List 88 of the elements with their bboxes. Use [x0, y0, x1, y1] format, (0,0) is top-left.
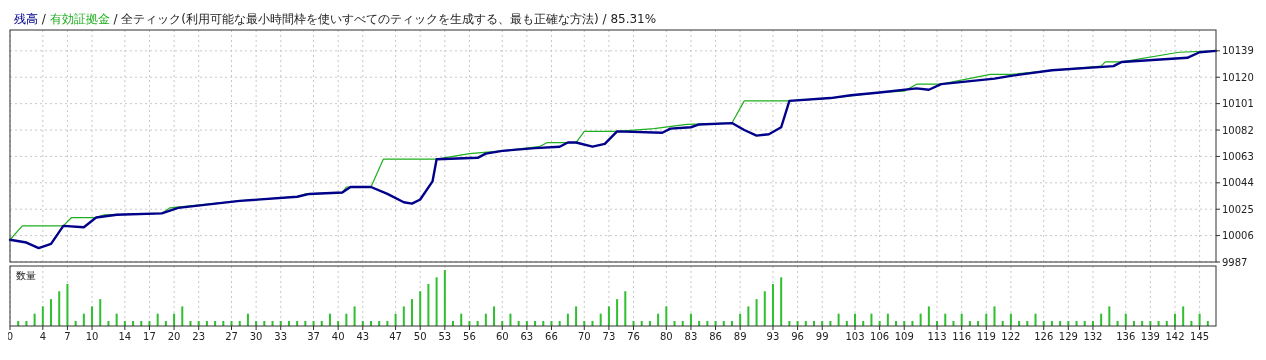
- x-tick-label: 145: [1190, 331, 1210, 342]
- bar: [99, 299, 102, 326]
- x-tick-label: 132: [1083, 331, 1103, 342]
- x-tick-label: 99: [815, 331, 829, 342]
- text: /: [38, 12, 50, 26]
- y-axis-title: 数量: [16, 270, 36, 281]
- x-tick-label: 93: [766, 331, 780, 342]
- x-tick-label: 60: [495, 331, 509, 342]
- x-tick-label: 129: [1058, 331, 1078, 342]
- x-tick-label: 116: [952, 331, 972, 342]
- bar: [616, 299, 619, 326]
- bar: [435, 277, 438, 326]
- bar: [402, 306, 405, 326]
- x-tick-label: 139: [1140, 331, 1160, 342]
- y-tick-label: 10120: [1222, 71, 1254, 83]
- bar: [41, 306, 44, 326]
- x-tick-label: 113: [927, 331, 947, 342]
- x-tick-label: 119: [976, 331, 996, 342]
- x-tick-label: 40: [331, 331, 345, 342]
- x-tick-label: 0: [6, 331, 14, 342]
- x-tick-label: 89: [733, 331, 747, 342]
- bar: [427, 284, 430, 326]
- y-tick-label: 10082: [1222, 124, 1254, 136]
- bar: [1182, 306, 1185, 326]
- bar: [624, 291, 627, 326]
- bar: [443, 270, 446, 326]
- x-tick-label: 136: [1116, 331, 1136, 342]
- x-tick-label: 142: [1165, 331, 1185, 342]
- bar: [50, 299, 53, 326]
- y-tick-label: 10063: [1222, 150, 1254, 162]
- x-tick-label: 70: [577, 331, 591, 342]
- x-tick-label: 73: [602, 331, 616, 342]
- bar: [181, 306, 184, 326]
- x-tick-label: 80: [659, 331, 673, 342]
- x-tick-label: 66: [545, 331, 558, 342]
- bar: [1108, 306, 1111, 326]
- bar: [993, 306, 996, 326]
- x-tick-label: 50: [413, 331, 427, 342]
- x-tick-label: 53: [438, 331, 452, 342]
- bar: [763, 291, 766, 326]
- bar: [91, 306, 94, 326]
- x-tick-label: 37: [307, 331, 320, 342]
- x-tick-label: 10: [85, 331, 99, 342]
- x-tick-label: 109: [894, 331, 914, 342]
- x-tick-label: 76: [627, 331, 640, 342]
- bar: [58, 291, 61, 326]
- x-tick-label: 30: [249, 331, 263, 342]
- text: 有効証拠金: [49, 12, 110, 26]
- y-tick-label: 10006: [1222, 230, 1254, 242]
- text: 残高: [14, 12, 38, 26]
- bar: [419, 291, 422, 326]
- bar: [493, 306, 496, 326]
- x-tick-label: 4: [39, 331, 46, 342]
- bar: [927, 306, 930, 326]
- x-tick-label: 96: [791, 331, 804, 342]
- bar: [780, 277, 783, 326]
- bar: [771, 284, 774, 326]
- bar: [747, 306, 750, 326]
- x-tick-label: 43: [356, 331, 370, 342]
- x-tick-label: 106: [870, 331, 890, 342]
- x-tick-label: 17: [143, 331, 156, 342]
- x-tick-label: 63: [520, 331, 534, 342]
- x-tick-label: 14: [118, 331, 132, 342]
- x-tick-label: 126: [1034, 331, 1054, 342]
- x-tick-label: 122: [1001, 331, 1021, 342]
- x-tick-label: 23: [192, 331, 206, 342]
- x-tick-label: 47: [389, 331, 402, 342]
- y-tick-label: 10044: [1222, 177, 1254, 189]
- x-tick-label: 56: [463, 331, 476, 342]
- bar: [66, 284, 69, 326]
- x-tick-label: 83: [684, 331, 698, 342]
- bar: [755, 299, 758, 326]
- y-tick-label: 10139: [1222, 45, 1254, 57]
- bar: [607, 306, 610, 326]
- bar: [411, 299, 413, 326]
- y-tick-label: 9987: [1222, 256, 1248, 268]
- x-tick-label: 20: [167, 331, 181, 342]
- y-tick-label: 10101: [1222, 98, 1254, 110]
- chart-subtitle: / 全ティック(利用可能な最小時間枠を使いすべてのティックを生成する、最も正確な方法) / 85.31%: [109, 12, 657, 26]
- bar: [353, 306, 356, 326]
- x-tick-label: 103: [845, 331, 865, 342]
- bar: [665, 306, 668, 326]
- y-tick-label: 10025: [1222, 203, 1254, 215]
- x-tick-label: 33: [274, 331, 288, 342]
- bar: [575, 306, 578, 326]
- x-tick-label: 86: [709, 331, 722, 342]
- x-tick-label: 7: [64, 331, 71, 342]
- x-tick-label: 27: [225, 331, 238, 342]
